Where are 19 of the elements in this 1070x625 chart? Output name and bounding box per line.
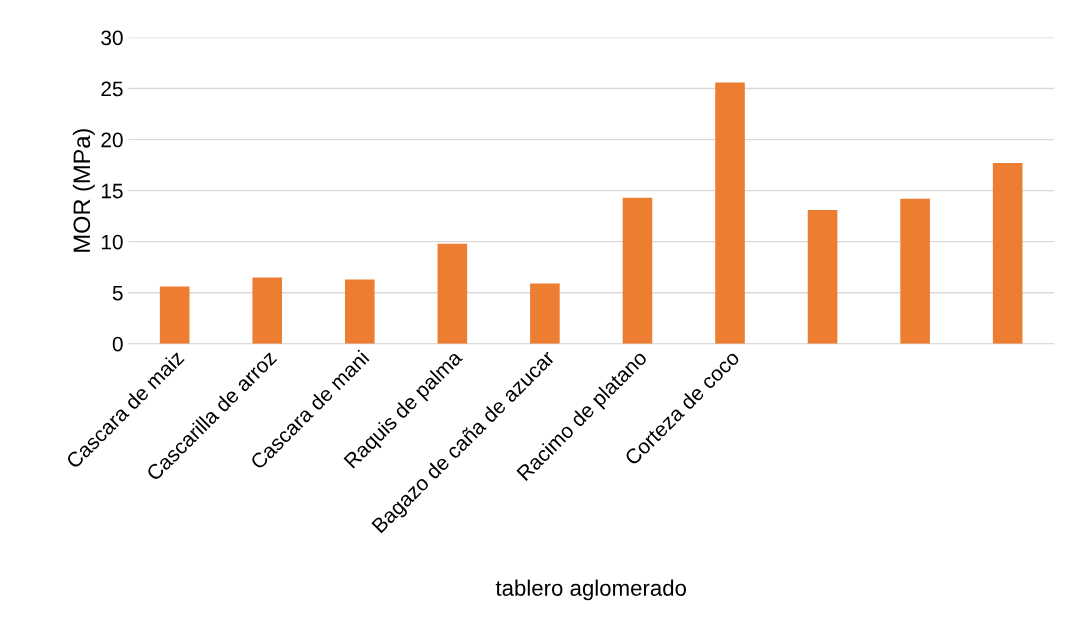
y-tick-label: 15 xyxy=(101,183,123,199)
bar xyxy=(159,286,190,344)
bar xyxy=(530,283,560,344)
bar xyxy=(900,198,930,344)
bar xyxy=(622,197,653,344)
bar xyxy=(807,210,838,344)
bar xyxy=(715,82,745,344)
y-tick-label: 20 xyxy=(101,132,123,148)
y-axis-title: MOR (MPa) xyxy=(72,129,95,252)
y-tick-label: 25 xyxy=(101,81,123,97)
bar xyxy=(252,277,283,344)
bar xyxy=(344,279,375,344)
y-tick-label: 10 xyxy=(101,234,123,250)
bar xyxy=(437,243,468,344)
bar xyxy=(992,163,1023,344)
x-axis-title: tablero aglomerado xyxy=(495,579,686,601)
y-tick-label: 30 xyxy=(101,30,123,46)
y-tick-label: 0 xyxy=(112,336,123,352)
y-tick-label: 5 xyxy=(112,285,123,301)
